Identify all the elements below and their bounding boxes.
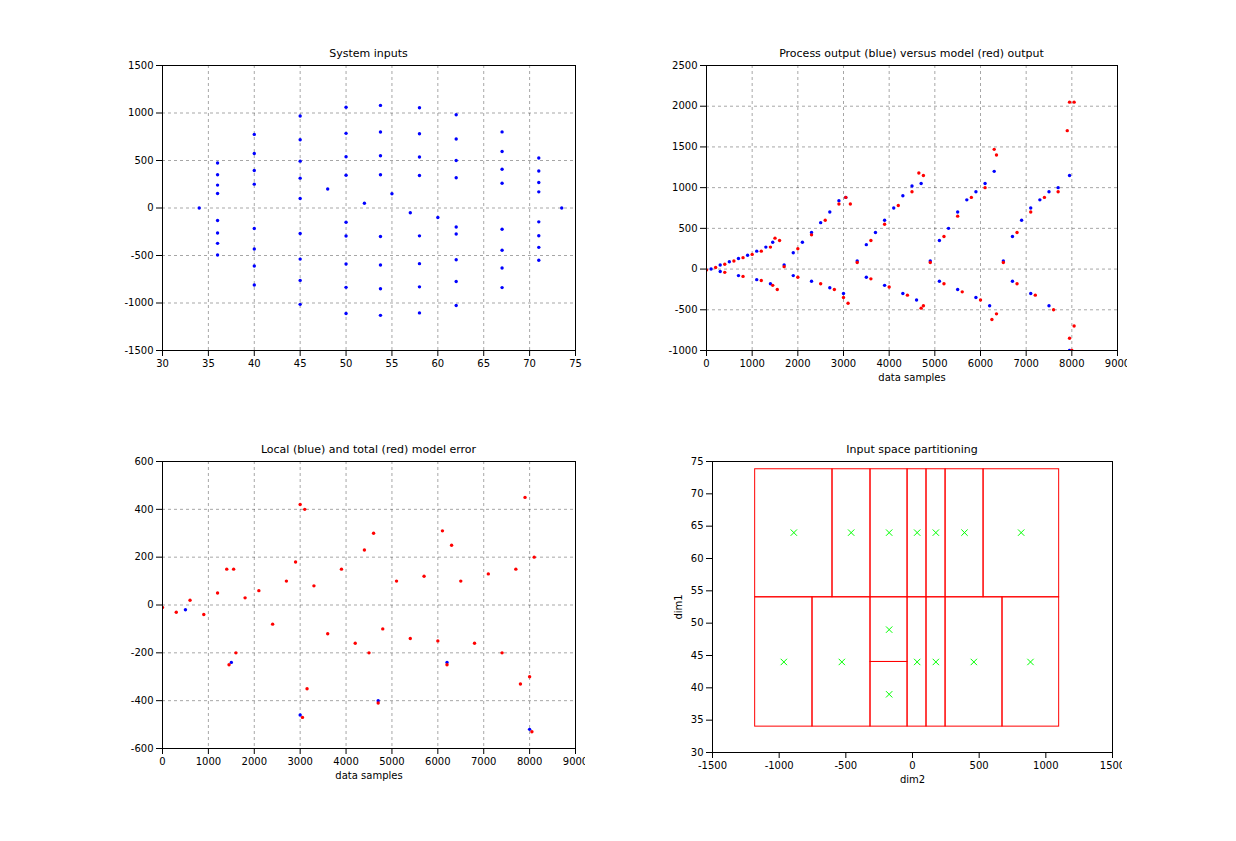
svg-text:-200: -200 <box>131 647 154 658</box>
svg-text:0: 0 <box>159 756 165 767</box>
svg-text:60: 60 <box>431 358 444 369</box>
svg-text:1000: 1000 <box>739 358 764 369</box>
svg-text:3000: 3000 <box>831 358 856 369</box>
svg-text:6000: 6000 <box>968 358 993 369</box>
svg-text:0: 0 <box>147 202 153 213</box>
svg-text:40: 40 <box>248 358 261 369</box>
svg-text:35: 35 <box>691 714 704 725</box>
svg-text:2000: 2000 <box>672 100 697 111</box>
svg-text:50: 50 <box>691 617 704 628</box>
svg-text:2000: 2000 <box>242 756 267 767</box>
svg-text:-500: -500 <box>834 760 857 771</box>
html-text:Process output (blue) versus m: Process output (blue) versus model (red)… <box>779 47 1044 60</box>
svg-text:-1000: -1000 <box>765 760 794 771</box>
svg-text:-1000: -1000 <box>124 297 153 308</box>
svg-text:65: 65 <box>691 520 704 531</box>
svg-text:30: 30 <box>156 358 169 369</box>
svg-text:2500: 2500 <box>672 60 697 71</box>
svg-text:0: 0 <box>147 599 153 610</box>
svg-text:4000: 4000 <box>876 358 901 369</box>
html-text:System inputs: System inputs <box>329 47 408 60</box>
svg-text:500: 500 <box>134 155 153 166</box>
svg-text:1000: 1000 <box>1033 760 1058 771</box>
svg-text:1000: 1000 <box>128 107 153 118</box>
svg-text:45: 45 <box>294 358 307 369</box>
svg-text:55: 55 <box>386 358 399 369</box>
svg-text:70: 70 <box>523 358 536 369</box>
svg-text:2000: 2000 <box>785 358 810 369</box>
svg-text:-500: -500 <box>131 250 154 261</box>
svg-text:-500: -500 <box>675 304 698 315</box>
svg-text:dim1: dim1 <box>673 594 684 619</box>
svg-text:8000: 8000 <box>517 756 542 767</box>
svg-text:400: 400 <box>134 504 153 515</box>
svg-text:30: 30 <box>691 747 704 758</box>
svg-text:6000: 6000 <box>425 756 450 767</box>
svg-text:-400: -400 <box>131 695 154 706</box>
svg-text:50: 50 <box>340 358 353 369</box>
svg-text:9000: 9000 <box>563 756 585 767</box>
svg-text:500: 500 <box>970 760 989 771</box>
svg-text:9000: 9000 <box>1105 358 1127 369</box>
svg-text:1500: 1500 <box>1100 760 1122 771</box>
svg-text:5000: 5000 <box>379 756 404 767</box>
svg-text:200: 200 <box>134 551 153 562</box>
svg-text:-1500: -1500 <box>124 345 153 356</box>
svg-text:5000: 5000 <box>922 358 947 369</box>
svg-text:0: 0 <box>909 760 915 771</box>
svg-text:-600: -600 <box>131 743 154 754</box>
svg-text:-1500: -1500 <box>698 760 727 771</box>
svg-text:60: 60 <box>691 553 704 564</box>
svg-text:4000: 4000 <box>333 756 358 767</box>
svg-text:-1000: -1000 <box>668 345 697 356</box>
svg-text:dim2: dim2 <box>900 774 925 785</box>
svg-text:7000: 7000 <box>471 756 496 767</box>
svg-text:75: 75 <box>569 358 582 369</box>
svg-text:data samples: data samples <box>335 770 402 781</box>
svg-text:1000: 1000 <box>196 756 221 767</box>
svg-text:70: 70 <box>691 488 704 499</box>
svg-text:0: 0 <box>691 263 697 274</box>
html-text:Local (blue) and total (red) m: Local (blue) and total (red) model error <box>260 443 477 456</box>
svg-text:3000: 3000 <box>287 756 312 767</box>
svg-text:1500: 1500 <box>672 141 697 152</box>
html-text:Input space partitioning: Input space partitioning <box>846 443 978 456</box>
svg-text:55: 55 <box>691 585 704 596</box>
svg-text:8000: 8000 <box>1059 358 1084 369</box>
svg-text:45: 45 <box>691 650 704 661</box>
svg-text:600: 600 <box>134 456 153 467</box>
svg-text:1000: 1000 <box>672 182 697 193</box>
svg-text:75: 75 <box>691 456 704 467</box>
svg-text:7000: 7000 <box>1013 358 1038 369</box>
svg-text:data samples: data samples <box>878 372 945 383</box>
svg-text:0: 0 <box>703 358 709 369</box>
svg-text:1500: 1500 <box>128 60 153 71</box>
svg-text:500: 500 <box>678 223 697 234</box>
svg-text:40: 40 <box>691 682 704 693</box>
svg-text:35: 35 <box>202 358 215 369</box>
svg-text:65: 65 <box>477 358 490 369</box>
